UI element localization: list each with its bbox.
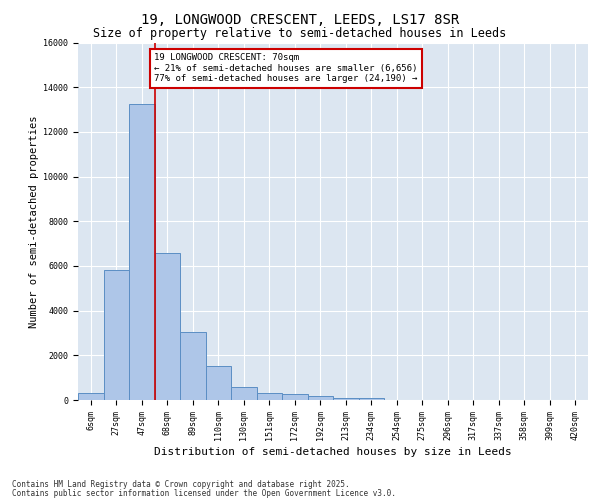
Text: 19 LONGWOOD CRESCENT: 70sqm
← 21% of semi-detached houses are smaller (6,656)
77: 19 LONGWOOD CRESCENT: 70sqm ← 21% of sem…: [155, 53, 418, 83]
Bar: [78, 394, 104, 400]
Bar: [257, 393, 282, 400]
Bar: [308, 396, 333, 400]
Text: Contains HM Land Registry data © Crown copyright and database right 2025.: Contains HM Land Registry data © Crown c…: [12, 480, 350, 489]
X-axis label: Distribution of semi-detached houses by size in Leeds: Distribution of semi-detached houses by …: [154, 446, 512, 456]
Bar: [282, 394, 308, 400]
Bar: [104, 270, 129, 400]
Bar: [155, 252, 180, 400]
Bar: [231, 386, 257, 400]
Text: 19, LONGWOOD CRESCENT, LEEDS, LS17 8SR: 19, LONGWOOD CRESCENT, LEEDS, LS17 8SR: [141, 12, 459, 26]
Bar: [205, 366, 231, 400]
Text: Size of property relative to semi-detached houses in Leeds: Size of property relative to semi-detach…: [94, 28, 506, 40]
Bar: [180, 332, 205, 400]
Text: Contains public sector information licensed under the Open Government Licence v3: Contains public sector information licen…: [12, 488, 396, 498]
Bar: [129, 104, 155, 400]
Y-axis label: Number of semi-detached properties: Number of semi-detached properties: [29, 115, 39, 328]
Bar: [359, 398, 384, 400]
Bar: [333, 398, 359, 400]
